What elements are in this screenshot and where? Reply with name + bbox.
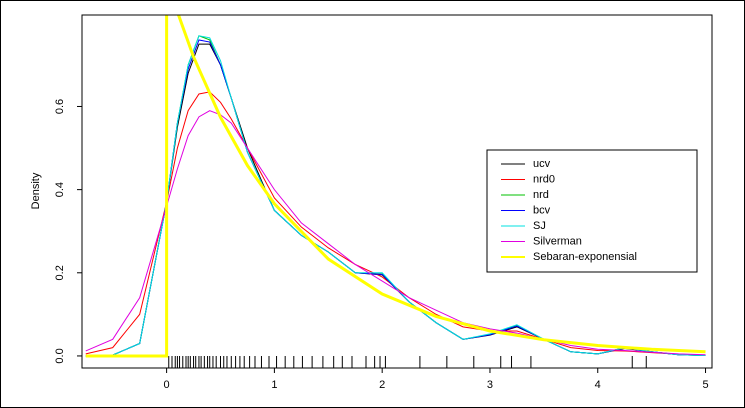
density-curve — [85, 35, 706, 357]
legend-label: nrd0 — [533, 173, 555, 185]
x-tick-label: 1 — [271, 379, 277, 391]
y-tick-label: 0.2 — [54, 265, 66, 280]
x-tick-label: 2 — [379, 379, 385, 391]
legend-label: nrd — [533, 189, 549, 201]
legend-label: Sebaran-exponensial — [533, 251, 637, 263]
x-tick-label: 5 — [702, 379, 708, 391]
legend: ucv nrd0 nrd bcv SJ Silverman Sebaran-exponens… — [486, 149, 698, 273]
curves — [85, 15, 706, 358]
legend-label: SJ — [533, 220, 546, 232]
plot-box — [81, 14, 713, 369]
y-tick-label: 0.6 — [54, 99, 66, 114]
y-tick-label: 0.4 — [54, 182, 66, 197]
y-tick-label: 0.0 — [54, 348, 66, 363]
density-curve — [85, 91, 706, 356]
legend-label: Silverman — [533, 235, 582, 247]
x-tick-label: 0 — [164, 379, 170, 391]
density-curve — [85, 110, 706, 356]
legend-label: ucv — [533, 158, 551, 170]
y-axis-label: Density — [30, 172, 42, 209]
density-curve — [85, 15, 706, 358]
x-tick-label: 4 — [595, 379, 601, 391]
legend-label: bcv — [533, 204, 551, 216]
x-tick-label: 3 — [487, 379, 493, 391]
